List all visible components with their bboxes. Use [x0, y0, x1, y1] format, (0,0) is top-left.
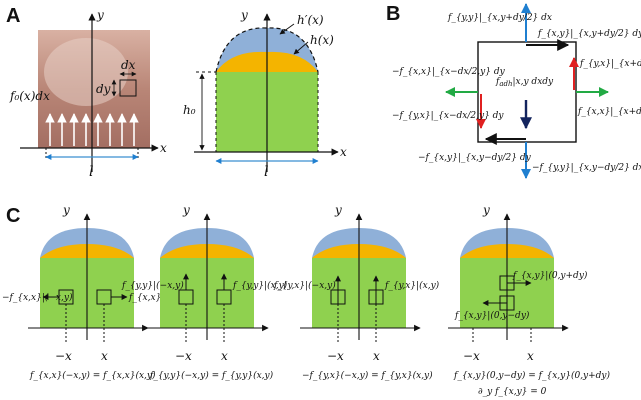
c-left-force-label: −f_{x,x}|(−x,y): [2, 292, 73, 303]
c-neg-x-label: −x: [55, 349, 72, 363]
c-subpanel-1: y −f_{x,x}|(−x,y) f_{x,x}|(x,y) −x x f_{x,x}(…: [2, 203, 185, 381]
a-left-l-label: l: [89, 164, 93, 180]
c-subpanel-2: y f_{y,y}|(−x,y) f_{y,y}|(x,y) −x x f_{y,y}(−…: [121, 203, 288, 381]
h-prime-curve: [215, 27, 319, 73]
c-x-label: x: [373, 349, 380, 363]
b-bottom-left-label: −f_{x,y}|_{x,y−dy/2} dy: [418, 153, 532, 163]
c-subpanels: y −f_{x,x}|(−x,y) f_{x,x}|(x,y) −x x f_{x,x}(…: [2, 203, 611, 397]
c-subpanel-3: y f_{y,x}|(−x,y) f_{y,x}|(x,y) −x x −f_{y,x}(…: [273, 203, 440, 381]
c-subpanel-4: y f_{x,y}|(0,y+dy) f_{x,y}|(0,y−dy) −x x f_{x…: [448, 203, 611, 397]
c-equation-2: ∂_y f_{x,y} = 0: [478, 387, 547, 397]
c-lower-force-label: f_{x,y}|(0,y−dy): [454, 310, 530, 321]
finger-force-arrows: [45, 113, 139, 146]
b-bottom-right-label: −f_{y,y}|_{x,y−dy/2} dx: [532, 163, 641, 173]
c-neg-x-label: −x: [327, 349, 344, 363]
c-equation: −f_{y,x}(−x,y) = f_{y,x}(x,y): [302, 370, 433, 381]
c-right-force-label: f_{y,x}|(x,y): [384, 280, 440, 291]
a-right-h0-label: h₀: [183, 103, 196, 117]
a-left-y-label: y: [96, 8, 104, 22]
c-neg-x-label: −x: [463, 349, 480, 363]
b-top-right-label: f_{x,y}|_{x,y+dy/2} dy: [537, 29, 641, 39]
c-equation: f_{x,y}(0,y−dy) = f_{x,y}(0,y+dy): [453, 370, 611, 381]
c-left-force-label: f_{y,x}|(−x,y): [273, 280, 336, 291]
b-right-bottom-label: f_{x,x}|_{x+dx/2,y} dy: [577, 107, 641, 117]
a-right-x-label: x: [340, 145, 347, 159]
c-x-label: x: [221, 349, 228, 363]
element-box: [119, 79, 137, 97]
finger-photo-group: [38, 30, 150, 148]
a-right-h-label: h(x): [310, 33, 334, 47]
c-y-label: y: [62, 203, 70, 217]
c-y-label: y: [182, 203, 190, 217]
b-left-top-label: −f_{x,x}|_{x−dx/2,y} dy: [392, 67, 506, 77]
b-top-left-label: f_{y,y}|_{x,y+dy/2} dx: [447, 13, 552, 23]
a-right-l-label: l: [264, 164, 268, 180]
c-x-label: x: [101, 349, 108, 363]
c-neg-x-label: −x: [175, 349, 192, 363]
a-left-f0-label: f₀(x)dx: [9, 89, 50, 103]
b-left-bottom-label: −f_{y,x}|_{x−dx/2,y} dy: [392, 111, 504, 121]
a-right-y-label: y: [240, 8, 248, 22]
c-x-label: x: [527, 349, 534, 363]
b-right-top-label: f_{y,x}|_{x+dx/2,y} dy: [579, 59, 641, 69]
a-left-dy-label: dy: [96, 82, 111, 96]
a-right-hprime-label: h′(x): [297, 13, 324, 27]
c-y-label: y: [334, 203, 342, 217]
c-right-force-label: f_{y,y}|(x,y): [232, 280, 288, 291]
a-left-dx-label: dx: [121, 58, 136, 72]
b-center-label: fadh|x,y dxdy: [495, 77, 554, 88]
panel-label-a: A: [6, 5, 20, 27]
c-equation: f_{y,y}(−x,y) = f_{y,y}(x,y): [149, 370, 274, 381]
a-right-schematic: [196, 23, 319, 152]
a-left-x-label: x: [160, 141, 167, 155]
c-right-force-label: f_{x,x}|(x,y): [128, 292, 185, 303]
c-upper-force-label: f_{x,y}|(0,y+dy): [512, 270, 588, 281]
panel-label-b: B: [386, 3, 400, 25]
c-y-label: y: [482, 203, 490, 217]
fingernail: [44, 38, 128, 106]
panel-label-c: C: [6, 205, 20, 227]
c-equation: f_{x,x}(−x,y) = f_{x,x}(x,y): [29, 370, 156, 381]
c-left-force-label: f_{y,y}|(−x,y): [121, 280, 184, 291]
